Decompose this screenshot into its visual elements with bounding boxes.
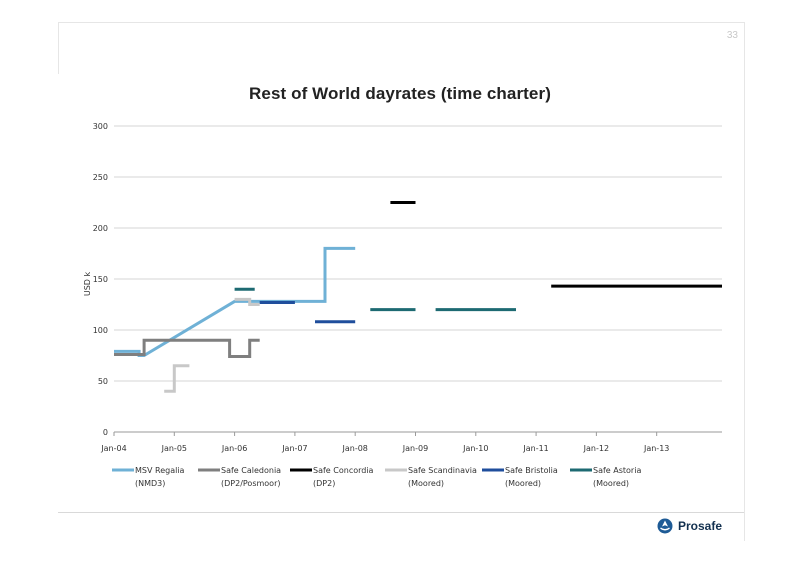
x-tick-label: Jan-08 (341, 444, 367, 453)
x-tick-label: Jan-12 (583, 444, 609, 453)
legend-label-sub: (Moored) (593, 479, 629, 488)
chart-title: Rest of World dayrates (time charter) (249, 84, 551, 103)
legend-label: Safe Astoria (593, 466, 641, 475)
y-tick-label: 100 (93, 326, 108, 335)
series-line-safe-astoria (234, 287, 516, 312)
legend-label-sub: (Moored) (408, 479, 444, 488)
y-tick-label: 0 (103, 428, 108, 437)
legend-label: MSV Regalia (135, 466, 185, 475)
legend-label: Safe Caledonia (221, 466, 281, 475)
legend-label-sub: (Moored) (505, 479, 541, 488)
series-line-safe-bristolia (259, 301, 356, 324)
legend-label: Safe Bristolia (505, 466, 558, 475)
prosafe-logo-text: Prosafe (677, 519, 722, 533)
x-tick-label: Jan-10 (462, 444, 488, 453)
legend-label-sub: (NMD3) (135, 479, 165, 488)
y-tick-label: 250 (93, 173, 108, 182)
y-axis-label: USD k (83, 272, 92, 297)
y-tick-label: 150 (93, 275, 108, 284)
x-tick-label: Jan-11 (522, 444, 548, 453)
series-line-msv-regalia (114, 246, 356, 357)
legend-label-sub: (DP2) (313, 479, 335, 488)
footer-band (58, 512, 744, 541)
legend-label: Safe Scandinavia (408, 466, 477, 475)
slide-frame (58, 22, 745, 541)
slide-frame-left-edge (58, 22, 59, 74)
x-tick-label: Jan-06 (221, 444, 247, 453)
x-tick-label: Jan-05 (161, 444, 187, 453)
legend-label: Safe Concordia (313, 466, 374, 475)
x-tick-label: Jan-13 (643, 444, 669, 453)
prosafe-logo-icon (657, 518, 673, 534)
series-line-safe-scandinavia (164, 297, 260, 393)
series-line-safe-caledonia (114, 338, 260, 358)
y-tick-label: 300 (93, 122, 108, 131)
y-tick-label: 50 (98, 377, 108, 386)
series-line-safe-concordia (390, 201, 722, 288)
y-tick-label: 200 (93, 224, 108, 233)
x-tick-label: Jan-09 (402, 444, 428, 453)
x-tick-label: Jan-07 (281, 444, 307, 453)
prosafe-logo: Prosafe (657, 518, 722, 534)
legend-label-sub: (DP2/Posmoor) (221, 479, 280, 488)
x-tick-label: Jan-04 (100, 444, 126, 453)
page-number: 33 (726, 30, 738, 41)
